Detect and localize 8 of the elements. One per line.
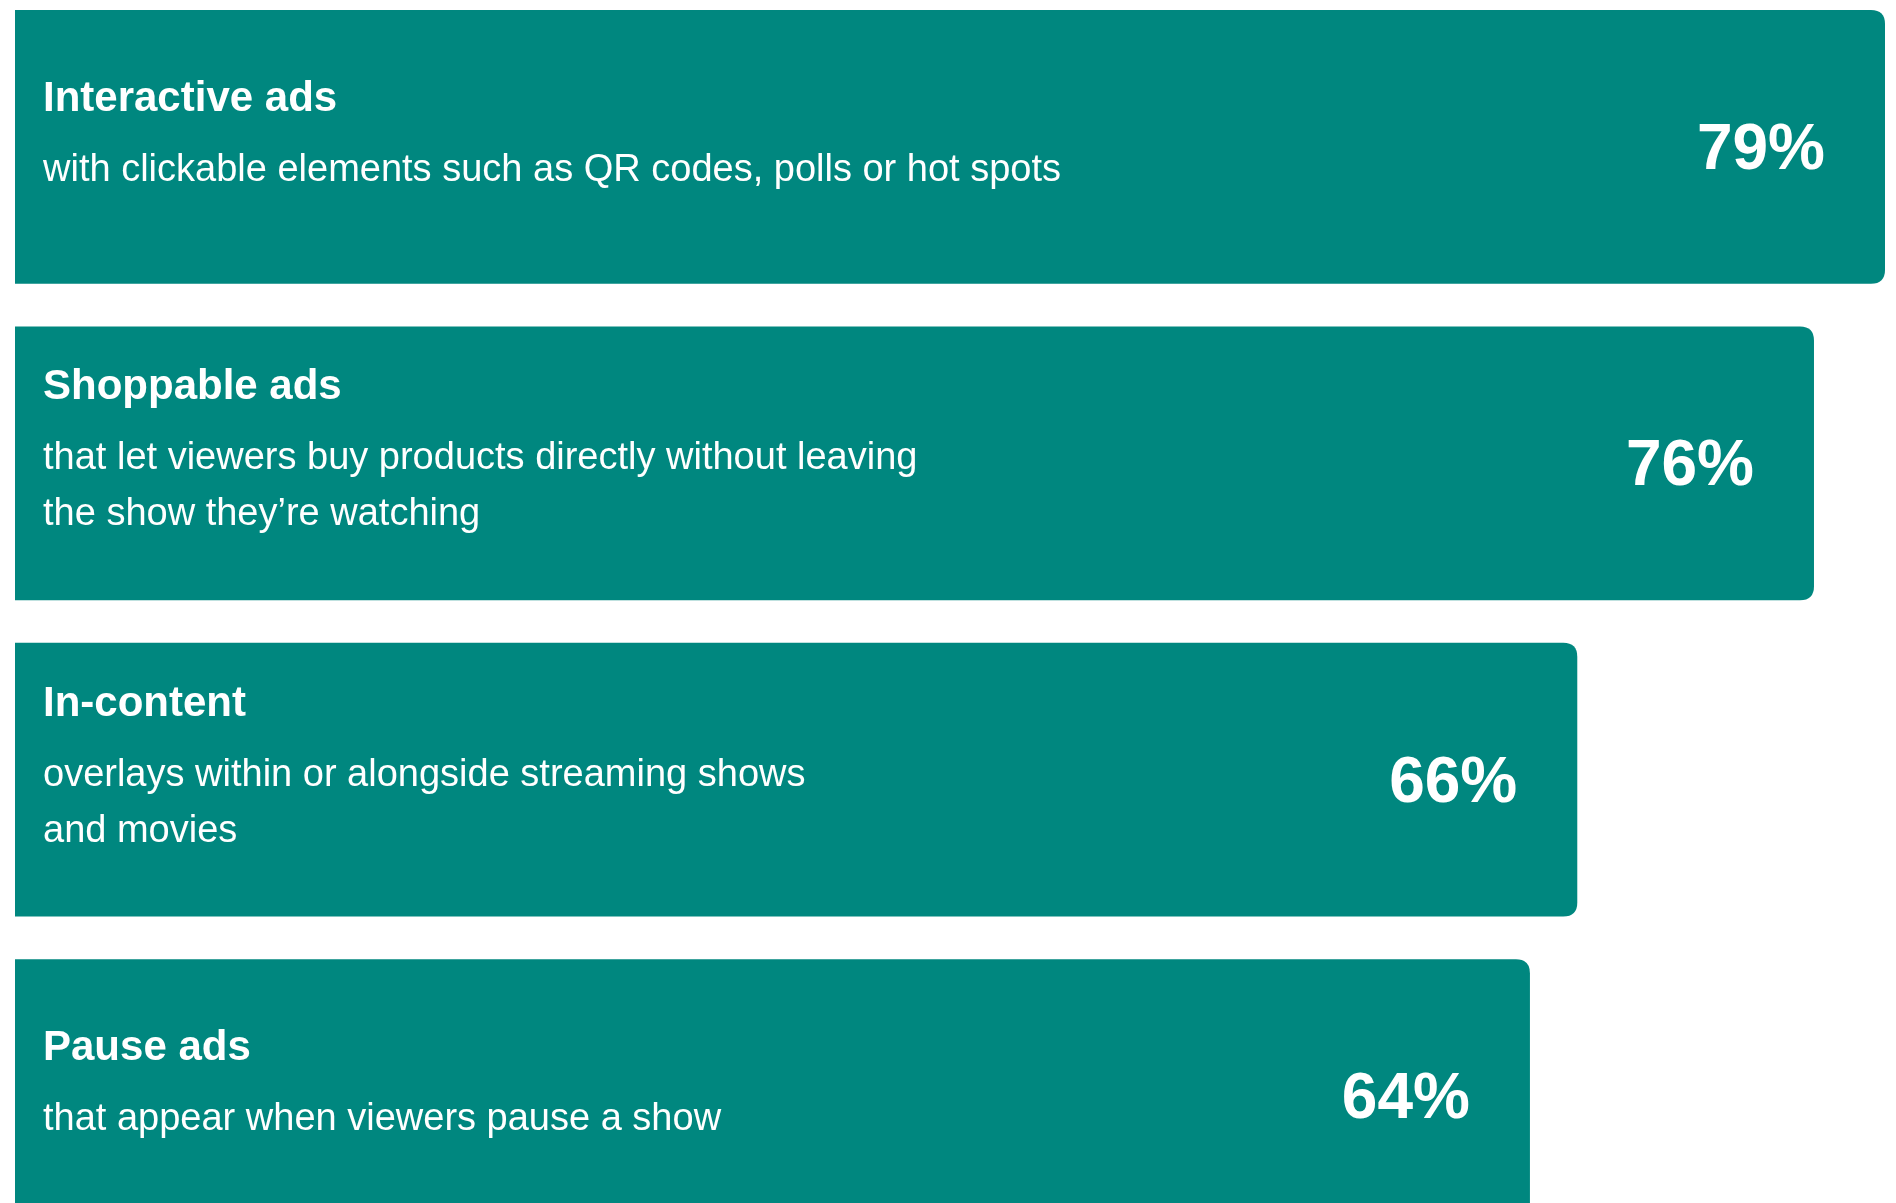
y-tick-label: In-content overlays within or alongside streaming shows and movies (43, 677, 806, 850)
data-label: 76% (1625, 427, 1754, 500)
y-tick-label: Interactive ads with clickable elements such as QR codes, polls or hot spots (42, 72, 1062, 189)
data-label: 64% (1341, 1060, 1470, 1133)
data-label: 79% (1696, 110, 1825, 183)
y-tick-label: Shoppable ads that let viewers buy products directly without leaving the show they’re watching (43, 361, 918, 534)
data-label: 66% (1389, 743, 1518, 816)
y-tick-label: Pause ads that appear when viewers pause a show (43, 1022, 722, 1139)
